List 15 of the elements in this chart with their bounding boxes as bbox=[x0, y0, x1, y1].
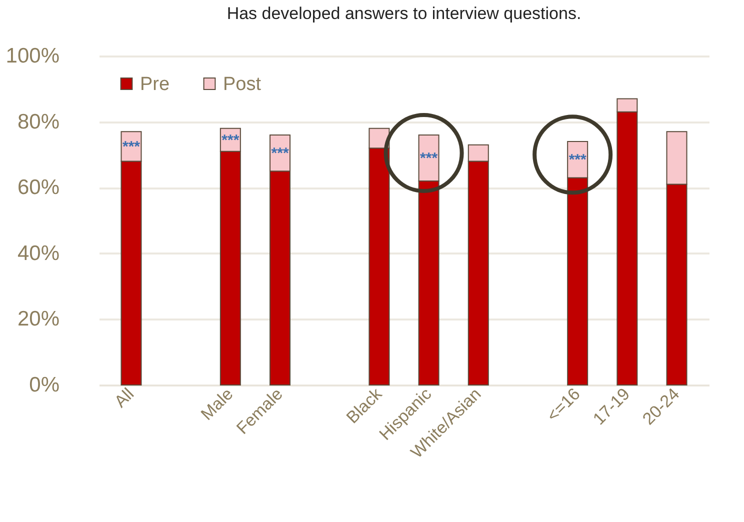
annotation: *** bbox=[122, 138, 140, 156]
y-tick-label: 80% bbox=[17, 110, 60, 134]
annotation: *** bbox=[568, 152, 586, 169]
y-tick-label: 60% bbox=[17, 176, 60, 200]
legend-label: Pre bbox=[140, 74, 170, 95]
annotation: *** bbox=[271, 145, 289, 162]
chart-title: Has developed answers to interview questions. bbox=[226, 4, 582, 23]
y-tick-label: 100% bbox=[6, 44, 60, 68]
legend-label: Post bbox=[223, 74, 262, 95]
y-tick-label: 40% bbox=[17, 242, 60, 265]
y-tick-label: 0% bbox=[29, 374, 60, 396]
y-tick-label: 20% bbox=[17, 308, 60, 331]
annotation: *** bbox=[222, 132, 240, 149]
annotation: *** bbox=[420, 150, 438, 167]
x-tick-label: All bbox=[110, 384, 138, 412]
